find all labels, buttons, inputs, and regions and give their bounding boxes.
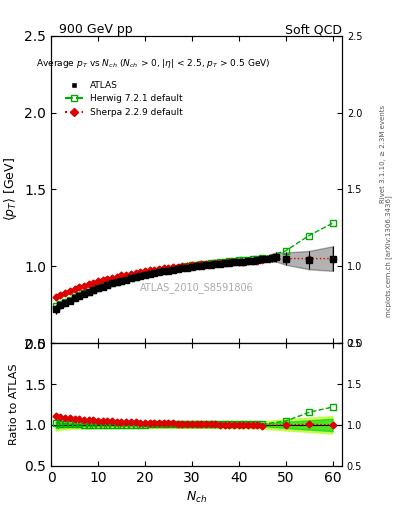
Y-axis label: Ratio to ATLAS: Ratio to ATLAS bbox=[9, 364, 19, 445]
Text: ATLAS_2010_S8591806: ATLAS_2010_S8591806 bbox=[140, 282, 253, 293]
Y-axis label: $\langle p_T \rangle$ [GeV]: $\langle p_T \rangle$ [GeV] bbox=[2, 158, 19, 221]
X-axis label: $N_{ch}$: $N_{ch}$ bbox=[186, 490, 207, 505]
Legend: ATLAS, Herwig 7.2.1 default, Sherpa 2.2.9 default: ATLAS, Herwig 7.2.1 default, Sherpa 2.2.… bbox=[61, 77, 187, 120]
Text: Average $p_{T}$ vs $N_{ch}$ ($N_{ch}$ > 0, |$\eta$| < 2.5, $p_{T}$ > 0.5 GeV): Average $p_{T}$ vs $N_{ch}$ ($N_{ch}$ > … bbox=[36, 57, 270, 70]
Text: Soft QCD: Soft QCD bbox=[285, 23, 342, 36]
Text: Rivet 3.1.10, ≥ 2.3M events: Rivet 3.1.10, ≥ 2.3M events bbox=[380, 104, 386, 203]
Text: 900 GeV pp: 900 GeV pp bbox=[59, 23, 132, 36]
Text: mcplots.cern.ch [arXiv:1306.3436]: mcplots.cern.ch [arXiv:1306.3436] bbox=[386, 195, 393, 317]
